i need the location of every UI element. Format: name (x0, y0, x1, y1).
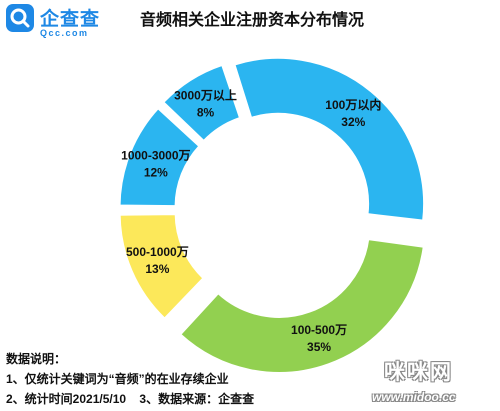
watermark-text: 咪咪网 (384, 361, 453, 384)
slice-label-0: 100万以内 (325, 97, 381, 112)
logo-domain: Qcc.com (40, 28, 89, 38)
watermark-url: www.midoo.cc (372, 390, 456, 404)
notes-heading: 数据说明： (6, 352, 67, 366)
slice-3 (118, 106, 201, 208)
slice-4 (161, 63, 242, 143)
slice-2 (118, 213, 205, 320)
qcc-logo-icon (6, 4, 34, 32)
logo-brand-name: 企查查 (40, 9, 101, 30)
slice-0 (233, 56, 426, 222)
slice-label-3: 1000-3000万 (121, 149, 190, 163)
slice-percent-1: 35% (307, 340, 331, 354)
slice-percent-0: 32% (341, 115, 365, 129)
notes-line-2: 2、统计时间2021/5/10 3、数据来源：企查查 (6, 392, 255, 406)
slice-percent-3: 12% (144, 166, 168, 180)
qcc-logo: 企查查 Qcc.com (6, 4, 116, 42)
slice-label-4: 3000万以上 (174, 88, 237, 103)
slice-percent-4: 8% (197, 106, 215, 120)
slice-label-2: 500-1000万 (126, 245, 189, 259)
chart-title: 音频相关企业注册资本分布情况 (140, 12, 365, 29)
notes-line-1: 1、仅统计关键词为“音频”的在业存续企业 (6, 372, 229, 386)
slice-percent-2: 13% (145, 262, 169, 276)
data-notes: 数据说明： 1、仅统计关键词为“音频”的在业存续企业 2、统计时间2021/5/… (6, 349, 254, 409)
slice-1 (178, 238, 425, 374)
slice-label-1: 100-500万 (291, 323, 347, 337)
